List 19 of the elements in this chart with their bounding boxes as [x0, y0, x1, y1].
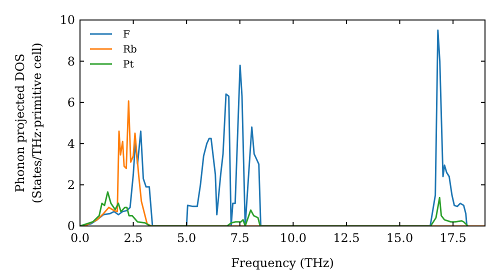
x-tick-label: 17.5 [440, 231, 466, 245]
y-tick-label: 0 [67, 219, 75, 234]
x-tick-label: 12.5 [333, 231, 360, 245]
x-tick-label: 7.5 [230, 231, 250, 245]
legend-label: Pt [123, 60, 134, 70]
x-axis-title: Frequency (THz) [231, 256, 334, 270]
x-tick-label: 10.0 [280, 231, 307, 245]
legend-label: F [123, 30, 130, 40]
legend-label: Rb [123, 44, 137, 56]
x-tick-label: 15.0 [386, 231, 414, 245]
y-tick-label: 2 [67, 178, 75, 192]
y-tick-label: 10 [60, 13, 75, 28]
y-axis-title: Phonon projected DOS (States/THz·primitive cell) [13, 42, 44, 204]
y-tick-label: 4 [67, 136, 76, 151]
x-tick-label: 2.5 [124, 231, 143, 245]
x-tick-label: 5.0 [177, 231, 196, 245]
y-tick-label: 6 [67, 96, 75, 110]
y-tick-label: 8 [67, 54, 75, 68]
x-tick-label: 0.0 [70, 231, 90, 245]
